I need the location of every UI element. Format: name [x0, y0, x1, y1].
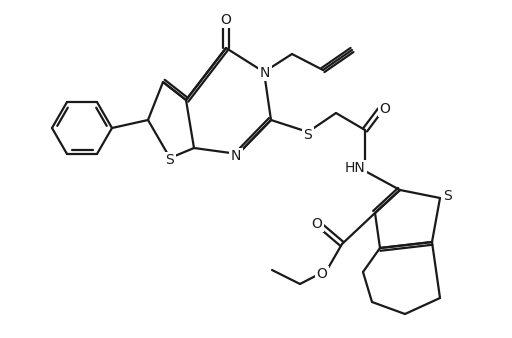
Text: O: O	[312, 217, 323, 231]
Text: O: O	[221, 13, 231, 27]
Text: O: O	[379, 102, 391, 116]
Text: S: S	[443, 189, 452, 203]
Text: N: N	[231, 149, 241, 163]
Text: S: S	[304, 128, 312, 142]
Text: O: O	[316, 267, 328, 281]
Text: HN: HN	[345, 161, 366, 175]
Text: S: S	[165, 153, 175, 167]
Text: N: N	[260, 66, 270, 80]
